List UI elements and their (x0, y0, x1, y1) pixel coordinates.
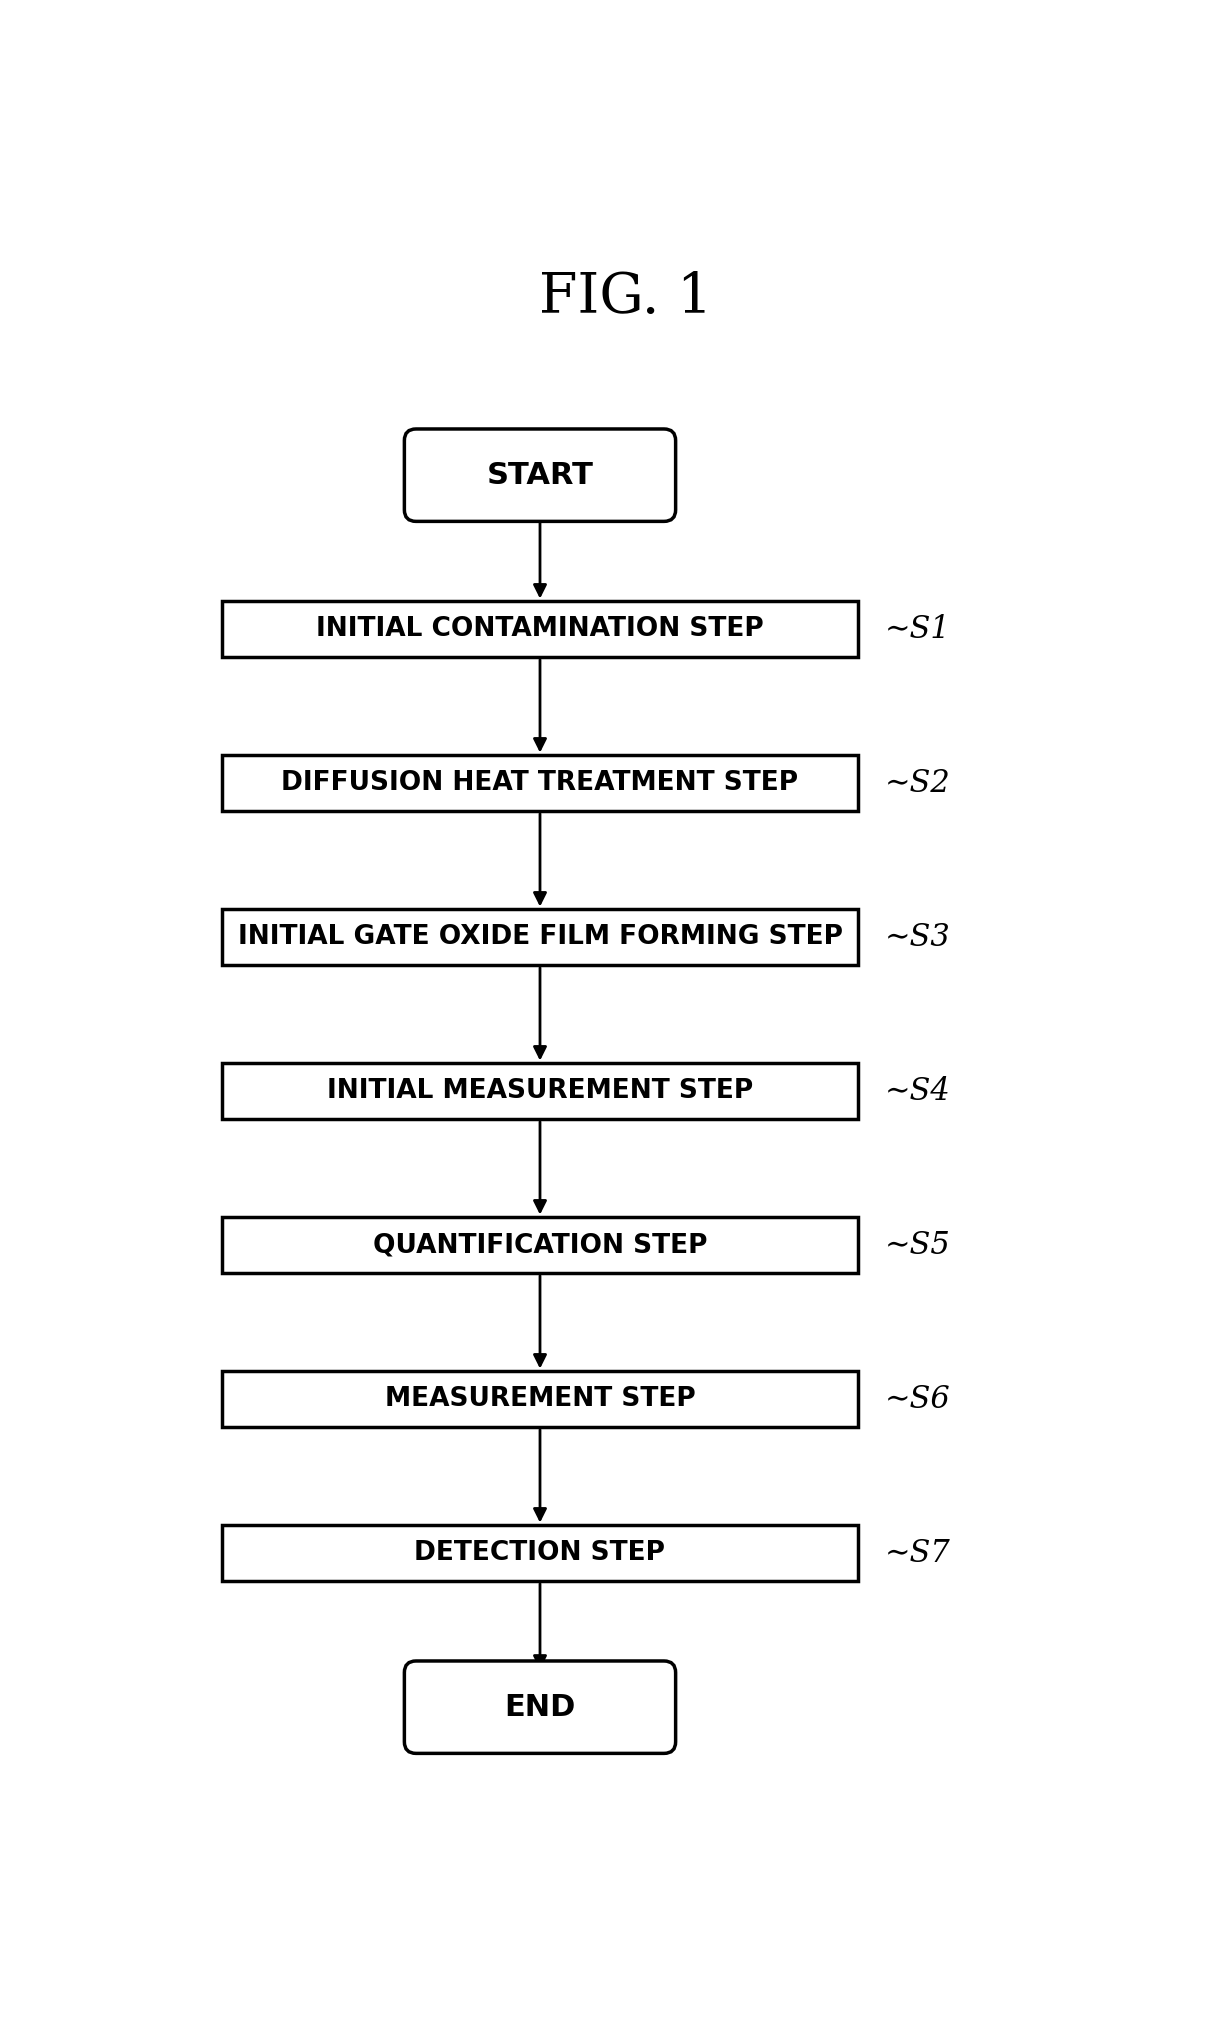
Text: MEASUREMENT STEP: MEASUREMENT STEP (384, 1387, 695, 1411)
Bar (222, 910, 858, 964)
Text: QUANTIFICATION STEP: QUANTIFICATION STEP (373, 1231, 708, 1258)
Bar (222, 1217, 858, 1274)
Text: ∼S4: ∼S4 (884, 1076, 950, 1106)
Text: INITIAL GATE OXIDE FILM FORMING STEP: INITIAL GATE OXIDE FILM FORMING STEP (238, 924, 843, 950)
Bar (222, 601, 858, 657)
Text: ∼S5: ∼S5 (884, 1229, 950, 1260)
Text: END: END (504, 1692, 576, 1721)
Text: INITIAL CONTAMINATION STEP: INITIAL CONTAMINATION STEP (316, 617, 764, 643)
FancyBboxPatch shape (404, 1660, 676, 1753)
Text: ∼S3: ∼S3 (884, 922, 950, 952)
FancyBboxPatch shape (404, 429, 676, 522)
Text: DETECTION STEP: DETECTION STEP (415, 1541, 665, 1567)
Bar (222, 756, 858, 811)
Bar (222, 1371, 858, 1428)
Text: ∼S6: ∼S6 (884, 1383, 950, 1415)
Text: INITIAL MEASUREMENT STEP: INITIAL MEASUREMENT STEP (327, 1078, 753, 1104)
Text: START: START (487, 461, 593, 489)
Text: ∼S1: ∼S1 (884, 615, 950, 645)
Text: ∼S2: ∼S2 (884, 768, 950, 799)
Bar (222, 1525, 858, 1581)
Text: DIFFUSION HEAT TREATMENT STEP: DIFFUSION HEAT TREATMENT STEP (282, 770, 799, 797)
Text: FIG. 1: FIG. 1 (538, 271, 712, 326)
Text: ∼S7: ∼S7 (884, 1537, 950, 1569)
Bar (222, 1064, 858, 1118)
